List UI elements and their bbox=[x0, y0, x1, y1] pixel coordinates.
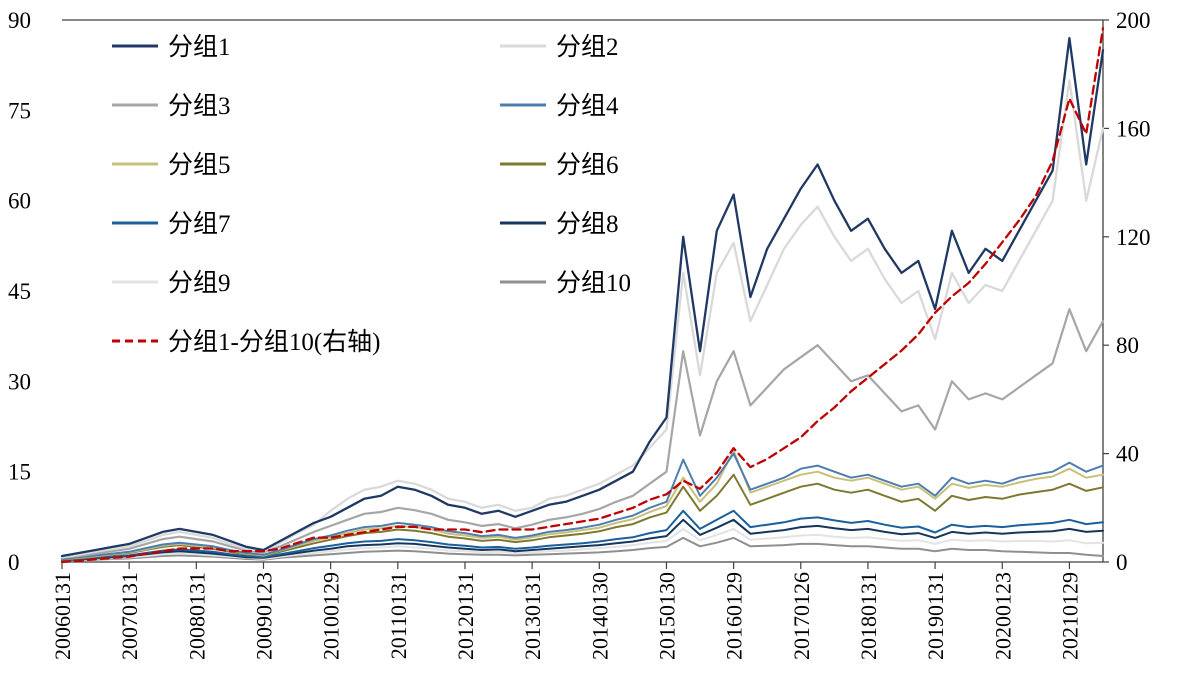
legend-label: 分组3 bbox=[168, 92, 231, 120]
legend-item-2: 分组2 bbox=[500, 33, 619, 61]
x-axis-tick-label: 20060131 bbox=[50, 572, 75, 660]
legend-item-10: 分组10 bbox=[500, 269, 631, 297]
x-axis-tick-label-group: 20140130 bbox=[587, 572, 612, 660]
legend-label: 分组5 bbox=[168, 151, 231, 179]
left-axis-tick-label: 60 bbox=[8, 189, 31, 214]
x-axis-tick-label: 20200123 bbox=[990, 572, 1015, 660]
x-axis-tick-label-group: 20060131 bbox=[50, 572, 75, 660]
x-axis-tick-label: 20130131 bbox=[520, 572, 545, 660]
x-axis-tick-label-group: 20170126 bbox=[789, 572, 814, 660]
series-line-2 bbox=[60, 79, 1105, 559]
x-axis-tick-label: 20210129 bbox=[1057, 572, 1082, 660]
x-axis-tick-label: 20190131 bbox=[923, 572, 948, 660]
legend-item-11: 分组1-分组10(右轴) bbox=[112, 328, 380, 356]
left-axis-tick-label: 75 bbox=[8, 98, 31, 123]
left-axis-tick-label: 30 bbox=[8, 369, 31, 394]
x-axis-tick-label: 20170126 bbox=[789, 572, 814, 660]
legend: 分组1 分组2 分组3 分组4 分组5 分组6 分组7 分组8 分组9 分组10 分组1-分组10(… bbox=[112, 33, 631, 356]
x-axis-tick-label: 20100129 bbox=[319, 572, 344, 660]
legend-label: 分组10 bbox=[556, 269, 631, 297]
legend-item-8: 分组8 bbox=[500, 210, 619, 238]
x-axis-tick-label-group: 20190131 bbox=[923, 572, 948, 660]
legend-item-6: 分组6 bbox=[500, 151, 619, 179]
x-axis-tick-label: 20140130 bbox=[587, 572, 612, 660]
x-axis-tick-label-group: 20080131 bbox=[184, 572, 209, 660]
legend-label: 分组2 bbox=[556, 33, 619, 61]
x-axis-tick-label-group: 20210129 bbox=[1057, 572, 1082, 660]
x-axis-tick-label-group: 20130131 bbox=[520, 572, 545, 660]
right-axis-tick-label: 80 bbox=[1116, 333, 1139, 358]
legend-item-3: 分组3 bbox=[112, 92, 231, 120]
x-axis-tick-label: 20120131 bbox=[453, 572, 478, 660]
x-axis-tick-label: 20080131 bbox=[184, 572, 209, 660]
left-axis-tick-label: 15 bbox=[8, 460, 31, 485]
legend-label: 分组7 bbox=[168, 210, 231, 238]
x-axis-tick-label: 20160129 bbox=[722, 572, 747, 660]
series-line-8 bbox=[61, 518, 1104, 562]
legend-item-1: 分组1 bbox=[112, 33, 231, 61]
x-axis-tick-label-group: 20180131 bbox=[856, 572, 881, 660]
x-axis-tick-label-group: 20160129 bbox=[722, 572, 747, 660]
x-axis-tick-label: 20150130 bbox=[654, 572, 679, 660]
x-axis-tick-label-group: 20070131 bbox=[117, 572, 142, 660]
left-axis-tick-label: 90 bbox=[8, 8, 31, 33]
left-axis-tick-label: 0 bbox=[8, 550, 20, 575]
x-axis-tick-label: 20110131 bbox=[386, 572, 411, 659]
x-axis-tick-label-group: 20150130 bbox=[654, 572, 679, 660]
legend-label: 分组1 bbox=[168, 33, 231, 61]
legend-item-7: 分组7 bbox=[112, 210, 231, 238]
series-line-11 bbox=[60, 26, 1105, 564]
legend-label: 分组9 bbox=[168, 269, 231, 297]
legend-label: 分组8 bbox=[556, 210, 619, 238]
x-axis-tick-label-group: 20110131 bbox=[386, 572, 411, 659]
left-axis-tick-label: 45 bbox=[8, 279, 31, 304]
series-line-1 bbox=[60, 36, 1105, 558]
x-axis-tick-label: 20180131 bbox=[856, 572, 881, 660]
x-axis-tick-label: 20070131 bbox=[117, 572, 142, 660]
x-axis-tick-label-group: 20090123 bbox=[251, 572, 276, 660]
legend-label: 分组4 bbox=[556, 92, 619, 120]
x-axis-tick-label-group: 20100129 bbox=[319, 572, 344, 660]
right-axis-tick-label: 120 bbox=[1116, 225, 1151, 250]
series-line-10 bbox=[61, 536, 1104, 562]
legend-item-5: 分组5 bbox=[112, 151, 231, 179]
legend-item-9: 分组9 bbox=[112, 269, 231, 297]
right-axis-tick-label: 200 bbox=[1116, 8, 1151, 33]
legend-label: 分组1-分组10(右轴) bbox=[168, 328, 380, 356]
x-axis-tick-label-group: 20200123 bbox=[990, 572, 1015, 660]
series-line-3 bbox=[60, 308, 1105, 559]
right-axis-tick-label: 0 bbox=[1116, 550, 1128, 575]
legend-item-4: 分组4 bbox=[500, 92, 619, 120]
legend-label: 分组6 bbox=[556, 151, 619, 179]
x-axis-tick-label: 20090123 bbox=[251, 572, 276, 660]
x-axis-tick-label-group: 20120131 bbox=[453, 572, 478, 660]
right-axis-tick-label: 160 bbox=[1116, 116, 1151, 141]
right-axis-tick-label: 40 bbox=[1116, 442, 1139, 467]
series-line-7 bbox=[61, 509, 1104, 562]
